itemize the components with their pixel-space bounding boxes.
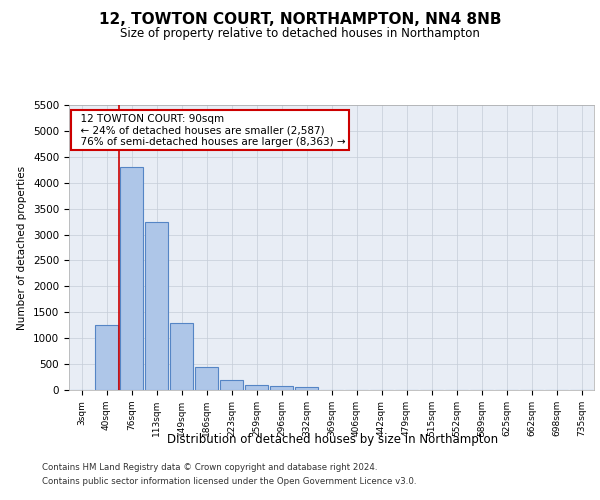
Bar xyxy=(95,325,118,390)
Y-axis label: Number of detached properties: Number of detached properties xyxy=(17,166,28,330)
Bar xyxy=(269,386,293,390)
Text: Distribution of detached houses by size in Northampton: Distribution of detached houses by size … xyxy=(167,432,499,446)
Bar xyxy=(245,385,268,390)
Text: 12, TOWTON COURT, NORTHAMPTON, NN4 8NB: 12, TOWTON COURT, NORTHAMPTON, NN4 8NB xyxy=(99,12,501,28)
Bar xyxy=(295,388,319,390)
Text: Size of property relative to detached houses in Northampton: Size of property relative to detached ho… xyxy=(120,28,480,40)
Text: Contains public sector information licensed under the Open Government Licence v3: Contains public sector information licen… xyxy=(42,477,416,486)
Bar xyxy=(220,380,244,390)
Text: 12 TOWTON COURT: 90sqm
  ← 24% of detached houses are smaller (2,587)
  76% of s: 12 TOWTON COURT: 90sqm ← 24% of detached… xyxy=(74,114,346,147)
Text: Contains HM Land Registry data © Crown copyright and database right 2024.: Contains HM Land Registry data © Crown c… xyxy=(42,464,377,472)
Bar xyxy=(145,222,169,390)
Bar xyxy=(194,366,218,390)
Bar xyxy=(119,167,143,390)
Bar xyxy=(170,322,193,390)
